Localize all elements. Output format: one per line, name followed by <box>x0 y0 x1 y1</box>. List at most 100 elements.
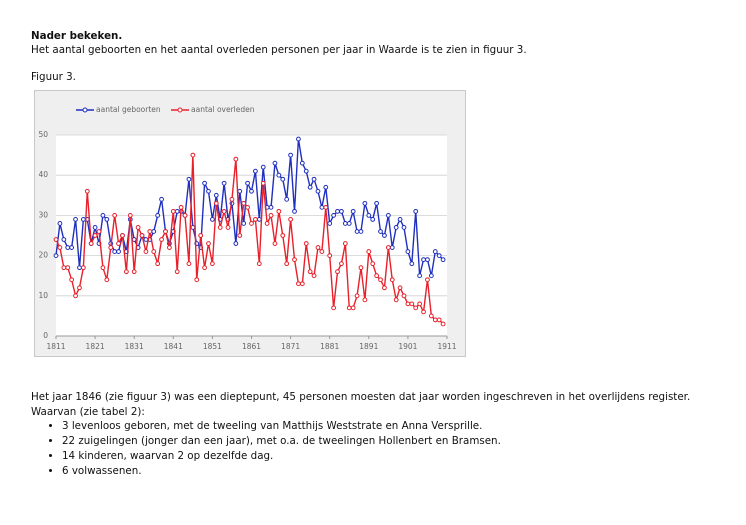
point <box>92 225 98 230</box>
heading: Nader bekeken. <box>31 30 123 42</box>
point <box>260 180 266 186</box>
point <box>276 172 282 178</box>
point <box>182 213 188 218</box>
point <box>127 213 133 218</box>
bullet: 3 levenloos geboren, met de tweeling van… <box>62 419 746 434</box>
point <box>77 285 82 291</box>
point <box>206 188 211 194</box>
point <box>151 249 157 254</box>
point <box>358 229 364 234</box>
point <box>362 200 368 206</box>
point <box>354 229 360 234</box>
point <box>233 241 239 246</box>
point <box>104 277 110 283</box>
paragraph: Het jaar 1846 (zie figuur 3) was een die… <box>31 391 691 418</box>
point <box>237 188 243 194</box>
x-tick-label: 1911 <box>437 342 456 351</box>
point <box>217 225 223 230</box>
point <box>319 204 325 210</box>
point <box>229 196 235 202</box>
point <box>210 217 215 222</box>
point <box>245 204 250 210</box>
point <box>440 257 446 263</box>
point <box>342 241 348 246</box>
point <box>206 241 211 246</box>
point <box>225 225 231 230</box>
point <box>253 217 258 222</box>
point <box>69 277 75 283</box>
point <box>186 176 192 182</box>
point <box>374 273 380 279</box>
point <box>331 305 337 311</box>
point <box>370 261 376 267</box>
point <box>327 221 333 226</box>
plot-area <box>56 135 447 336</box>
point <box>346 221 352 226</box>
point <box>303 241 309 246</box>
point <box>264 221 270 226</box>
point <box>378 277 383 283</box>
point <box>159 196 164 202</box>
point <box>323 204 329 210</box>
point <box>104 217 110 222</box>
bullet: 6 volwassenen. <box>62 464 746 479</box>
point <box>268 204 274 210</box>
point <box>80 265 86 271</box>
point <box>268 213 274 218</box>
figure-label: Figuur 3. <box>31 71 76 83</box>
point <box>311 273 317 279</box>
point <box>96 229 102 234</box>
point <box>194 277 200 283</box>
point <box>409 261 415 267</box>
point <box>405 301 411 307</box>
point <box>378 229 383 234</box>
point <box>284 196 290 202</box>
legend-marker <box>177 107 183 113</box>
point <box>366 249 372 254</box>
point <box>178 204 184 210</box>
point <box>147 229 153 234</box>
point <box>190 225 196 230</box>
point <box>61 265 67 271</box>
point <box>249 221 254 226</box>
point <box>61 237 67 242</box>
series-line <box>55 155 444 325</box>
point <box>53 253 59 259</box>
point <box>237 233 243 238</box>
point <box>385 245 391 250</box>
point <box>116 249 121 254</box>
point <box>53 237 59 242</box>
point <box>307 269 313 275</box>
point <box>84 188 90 194</box>
point <box>143 249 149 254</box>
x-tick-label: 1841 <box>164 342 183 351</box>
legend-label: aantal overleden <box>191 105 255 114</box>
point <box>311 176 317 182</box>
point <box>256 217 262 222</box>
point <box>166 245 172 250</box>
point <box>428 273 434 279</box>
point <box>299 160 305 166</box>
point <box>425 277 430 283</box>
point <box>366 213 372 218</box>
point <box>92 233 98 238</box>
point <box>397 285 403 291</box>
point <box>241 200 247 206</box>
point <box>221 180 227 186</box>
point <box>190 152 196 158</box>
point <box>288 217 294 222</box>
point <box>315 188 321 194</box>
point <box>233 156 239 162</box>
point <box>425 257 430 263</box>
point <box>413 208 419 214</box>
x-tick-label: 1891 <box>359 342 378 351</box>
x-tick-label: 1881 <box>320 342 339 351</box>
point <box>432 249 438 254</box>
point <box>432 317 438 323</box>
point <box>303 168 309 174</box>
point <box>409 301 415 307</box>
point <box>417 273 423 279</box>
point <box>296 136 301 142</box>
point <box>292 208 297 214</box>
point <box>440 321 446 327</box>
